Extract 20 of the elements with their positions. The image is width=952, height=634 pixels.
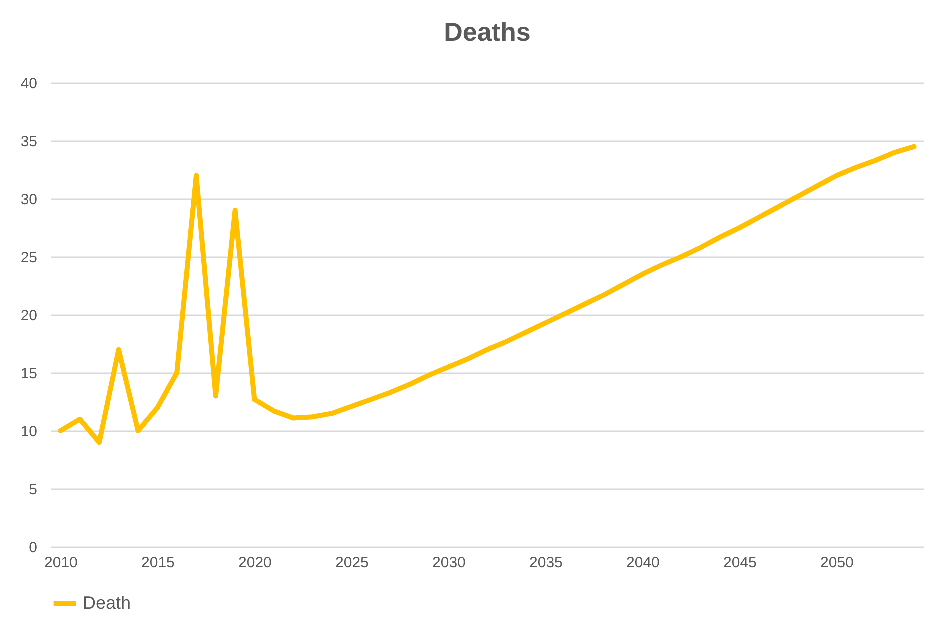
x-tick-label: 2045 xyxy=(724,554,757,572)
y-tick-label: 40 xyxy=(20,76,38,92)
x-tick-label: 2050 xyxy=(820,554,854,572)
y-tick-label: 30 xyxy=(20,192,38,208)
y-tick-label: 0 xyxy=(29,540,38,556)
y-tick-label: 15 xyxy=(20,366,38,382)
chart-title: Deaths xyxy=(444,17,531,47)
x-tick-label: 2010 xyxy=(44,554,78,572)
y-tick-label: 35 xyxy=(20,134,38,150)
x-tick-label: 2035 xyxy=(530,554,563,572)
x-tick-label: 2040 xyxy=(626,554,660,572)
y-tick-label: 25 xyxy=(20,250,38,266)
x-tick-label: 2020 xyxy=(238,554,272,572)
x-tick-label: 2030 xyxy=(432,554,466,572)
x-tick-label: 2015 xyxy=(142,554,175,572)
y-tick-label: 10 xyxy=(20,424,38,440)
y-tick-label: 20 xyxy=(20,308,38,324)
y-tick-label: 5 xyxy=(29,482,38,498)
legend-label: Death xyxy=(83,593,132,613)
x-tick-label: 2025 xyxy=(336,554,369,572)
